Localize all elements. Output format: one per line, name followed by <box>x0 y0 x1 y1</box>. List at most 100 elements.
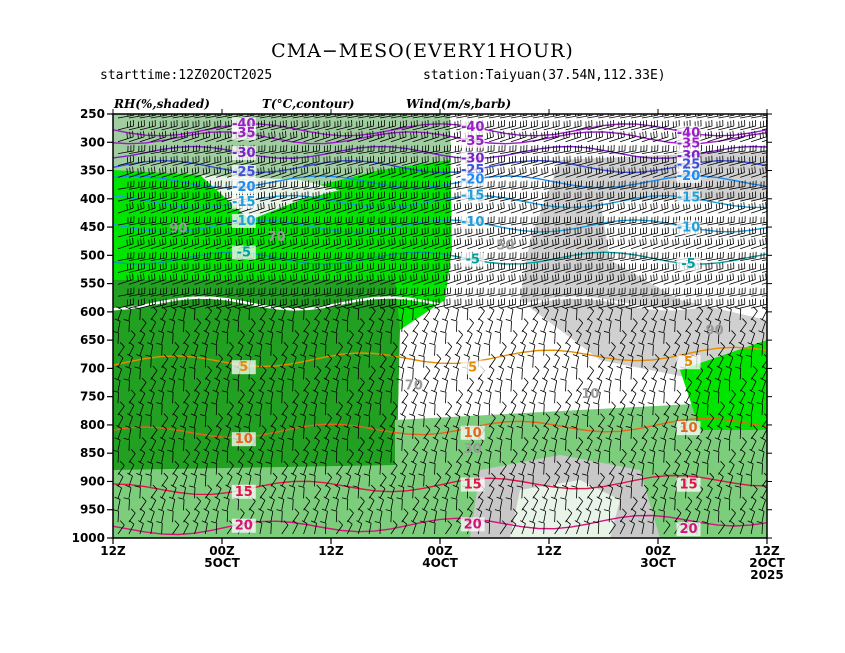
wind-barb <box>172 180 189 190</box>
wind-barb <box>401 155 418 166</box>
wind-barb <box>150 191 167 202</box>
wind-barb <box>434 144 451 155</box>
wind-barb <box>499 180 517 190</box>
wind-barb <box>194 191 211 202</box>
wind-barb <box>172 202 189 214</box>
wind-barb <box>663 202 680 214</box>
wind-barb <box>543 216 561 226</box>
wind-barb <box>117 166 134 178</box>
wind-barb <box>445 166 462 178</box>
wind-barb <box>510 237 527 250</box>
wind-barb <box>259 226 276 238</box>
wind-barb <box>117 216 135 226</box>
wind-barb <box>358 120 375 131</box>
wind-barb <box>172 120 189 131</box>
wind-barb <box>139 251 157 262</box>
wind-barb <box>740 191 757 202</box>
wind-barb <box>652 144 670 155</box>
wind-barb <box>652 130 669 143</box>
wind-barb <box>128 251 146 262</box>
wind-barb <box>117 226 134 238</box>
isotherm-label: 20 <box>464 517 482 532</box>
wind-barb <box>194 216 211 226</box>
wind-barb <box>150 237 167 250</box>
wind-barb <box>587 226 604 238</box>
wind-barb <box>641 202 658 214</box>
wind-barb <box>434 155 451 166</box>
wind-barb <box>292 180 309 190</box>
wind-barb <box>314 166 331 178</box>
rh-contour-label: 90 <box>706 323 724 338</box>
x-tick-label: 12Z <box>536 544 562 558</box>
wind-barb <box>718 216 735 226</box>
wind-barb <box>216 226 233 238</box>
wind-barb <box>630 155 647 166</box>
wind-barb <box>467 202 483 214</box>
wind-barb <box>368 180 386 190</box>
wind-barb <box>150 166 167 178</box>
y-tick-label: 350 <box>80 164 105 178</box>
wind-barb <box>358 180 375 190</box>
wind-barb <box>488 166 505 178</box>
wind-barb <box>696 226 713 238</box>
wind-barb <box>750 166 767 178</box>
wind-barb <box>565 166 582 178</box>
wind-barb <box>543 237 560 250</box>
wind-barb <box>336 180 353 190</box>
wind-barb <box>652 166 669 178</box>
wind-barb <box>161 120 178 131</box>
wind-barb <box>707 130 724 143</box>
wind-barb <box>347 180 364 190</box>
wind-barb <box>358 144 375 155</box>
wind-barb <box>740 180 757 190</box>
wind-barb <box>641 226 658 238</box>
wind-barb <box>117 144 135 155</box>
wind-barb <box>390 130 407 143</box>
wind-barb <box>521 216 539 226</box>
wind-barb <box>554 155 571 166</box>
wind-barb <box>412 216 430 226</box>
wind-barb <box>347 237 363 250</box>
wind-barb <box>510 130 527 143</box>
wind-barb <box>576 191 593 202</box>
wind-barb <box>150 202 167 214</box>
wind-barb <box>117 251 135 262</box>
wind-barb <box>587 237 603 250</box>
wind-barb <box>303 180 320 190</box>
wind-barb <box>368 191 385 202</box>
wind-barb <box>368 237 385 250</box>
wind-barb <box>303 226 320 238</box>
isotherm-label: 20 <box>679 522 697 537</box>
wind-barb <box>292 144 309 155</box>
wind-barb <box>270 166 287 178</box>
wind-barb <box>117 155 134 166</box>
wind-barb <box>740 237 756 250</box>
wind-barb <box>172 191 189 202</box>
wind-barb <box>598 237 614 250</box>
wind-barb <box>630 120 647 131</box>
wind-barb <box>718 130 734 143</box>
wind-barb <box>194 202 211 214</box>
wind-barb <box>368 166 385 178</box>
wind-barb <box>205 180 222 190</box>
wind-barb <box>139 216 157 226</box>
wind-barb <box>161 251 178 262</box>
wind-barb <box>161 237 178 250</box>
y-tick-label: 300 <box>80 135 105 149</box>
wind-barbs <box>113 114 767 535</box>
wind-barb <box>205 120 222 131</box>
wind-barb <box>412 226 429 238</box>
wind-barb <box>412 191 429 202</box>
wind-barb <box>128 191 145 202</box>
wind-barb <box>183 191 200 202</box>
wind-barb <box>194 251 211 262</box>
wind-barb <box>358 216 375 226</box>
wind-barb <box>434 226 451 238</box>
wind-barb <box>205 144 222 155</box>
chart-title: CMA−MESO(EVERY1HOUR) <box>271 40 574 62</box>
wind-barb <box>401 202 418 214</box>
wind-barb <box>292 202 309 214</box>
wind-barb <box>336 202 352 214</box>
wind-barb <box>729 144 746 155</box>
isotherm-line <box>113 145 767 160</box>
